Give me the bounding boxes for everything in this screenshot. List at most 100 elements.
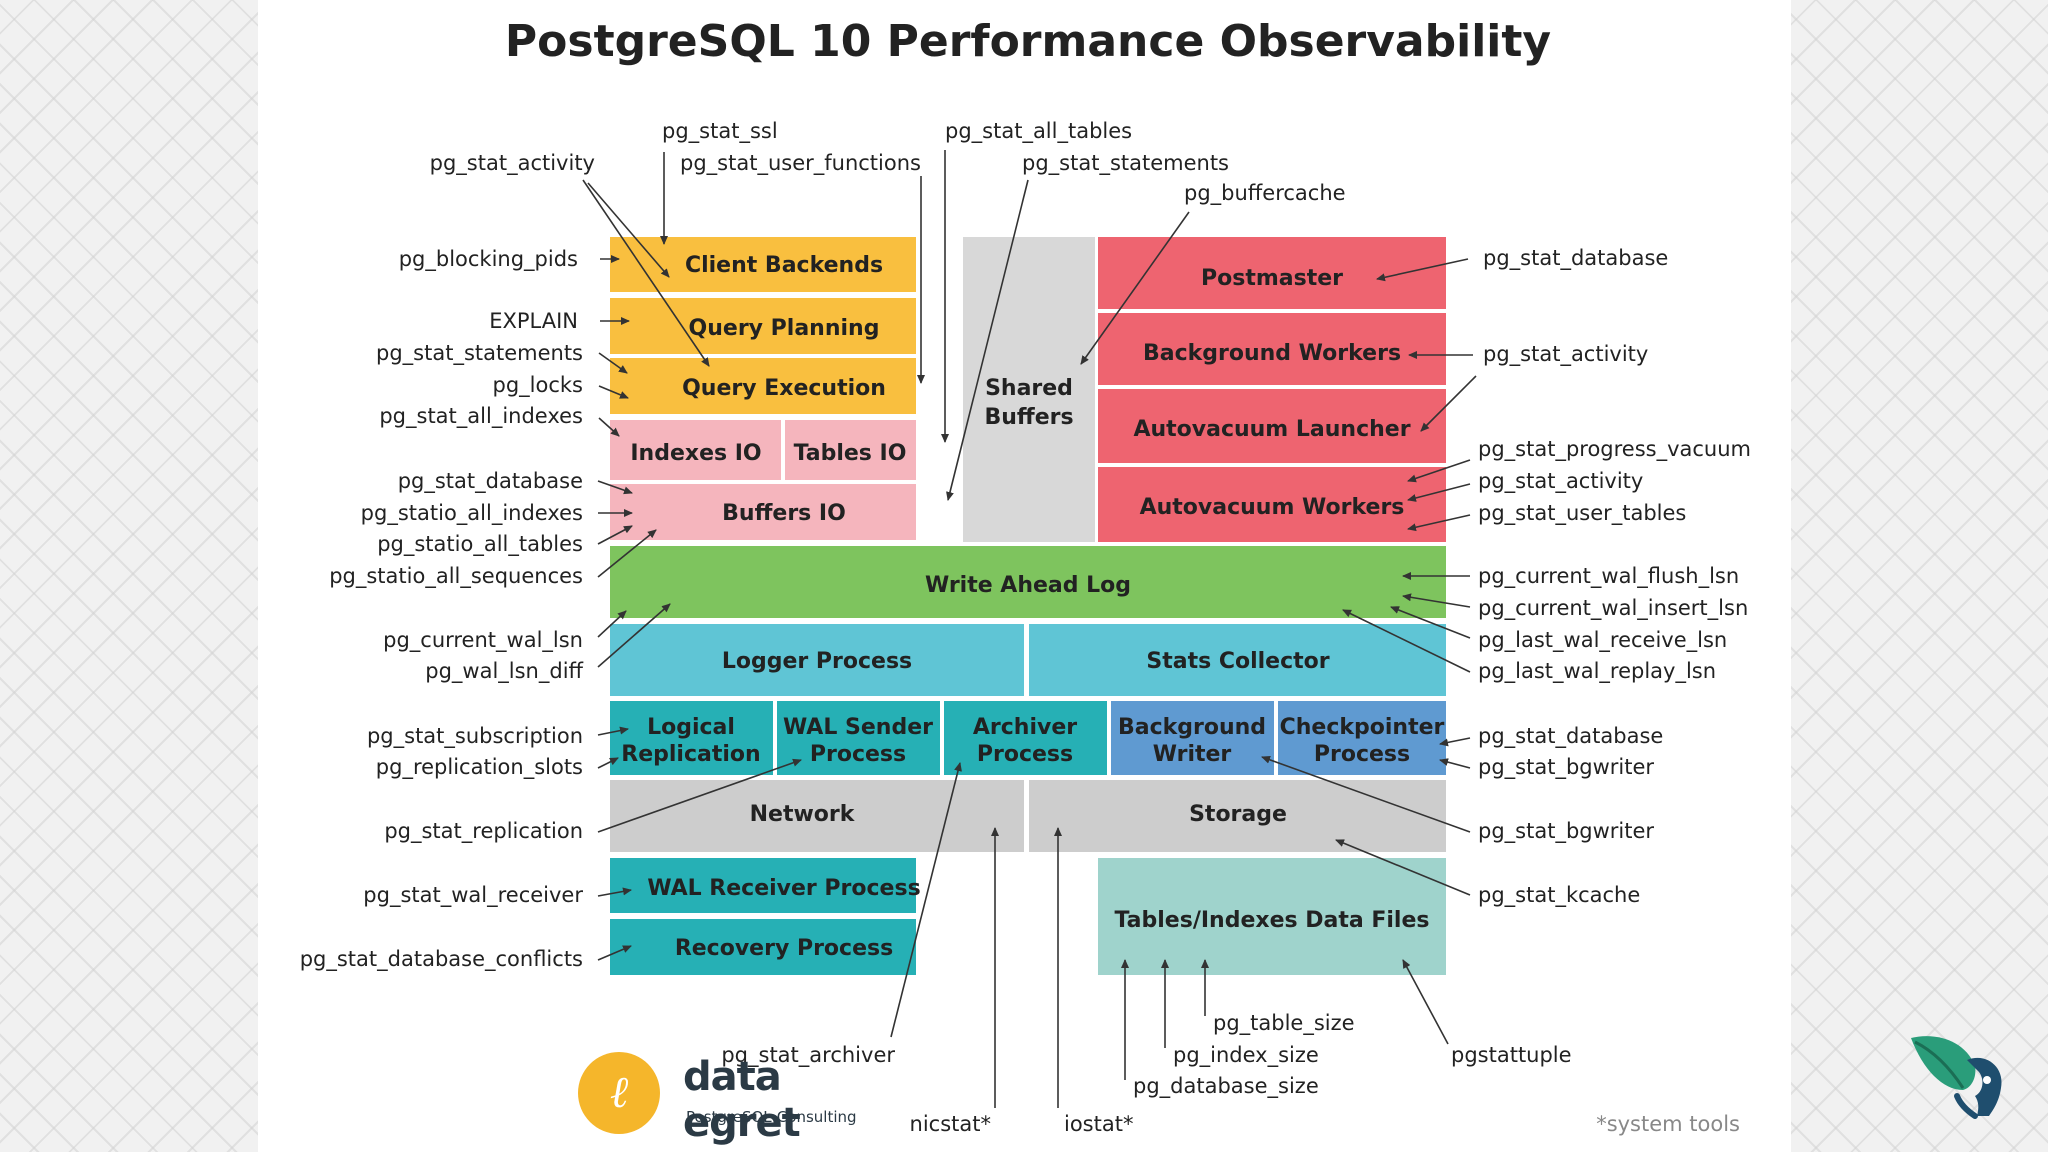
label-right-pg-stat-bgwriter: pg_stat_bgwriter xyxy=(1478,755,1654,780)
block-data-files-label: Tables/Indexes Data Files xyxy=(1115,908,1430,933)
brand-block: ℓ data egret PostgreSQL-Consulting xyxy=(578,1048,898,1146)
block-wal-sender-process: WAL Sender Process xyxy=(777,701,940,775)
label-bottom-iostat: iostat* xyxy=(1064,1112,1133,1136)
brand-subtitle: PostgreSQL-Consulting xyxy=(686,1108,857,1126)
label-bottom-pg-index-size: pg_index_size xyxy=(1173,1043,1319,1068)
block-archiver-process: Archiver Process xyxy=(944,701,1107,775)
block-stats-collector: Stats Collector xyxy=(1029,624,1446,696)
block-wal-sender-label-1: WAL Sender xyxy=(783,715,933,740)
block-query-execution-label: Query Execution xyxy=(682,376,886,401)
block-postmaster: Postmaster xyxy=(1098,237,1446,309)
label-right-pg-last-wal-receive-lsn: pg_last_wal_receive_lsn xyxy=(1478,628,1727,653)
block-background-writer: Background Writer xyxy=(1111,701,1274,775)
label-right-pg-stat-user-tables: pg_stat_user_tables xyxy=(1478,501,1686,526)
label-right-pg-stat-activity-2: pg_stat_activity xyxy=(1478,469,1643,494)
block-query-execution: Query Execution xyxy=(610,358,916,414)
block-recovery-process-label: Recovery Process xyxy=(675,936,893,961)
label-right-pg-stat-database-2: pg_stat_database xyxy=(1478,724,1663,749)
block-write-ahead-log-label: Write Ahead Log xyxy=(925,573,1131,598)
block-logical-replication-label-1: Logical xyxy=(647,715,735,740)
observability-diagram: PostgreSQL 10 Performance Observability … xyxy=(300,16,1751,1136)
label-left-pg-statio-all-tables: pg_statio_all_tables xyxy=(377,532,583,557)
block-logger-process: Logger Process xyxy=(610,624,1024,696)
label-right-pg-stat-bgwriter-2: pg_stat_bgwriter xyxy=(1478,819,1654,844)
label-top-pg-stat-ssl: pg_stat_ssl xyxy=(662,119,778,144)
label-left-pg-stat-statements: pg_stat_statements xyxy=(376,341,583,366)
block-network-label: Network xyxy=(750,802,856,827)
label-right-pg-last-wal-replay-lsn: pg_last_wal_replay_lsn xyxy=(1478,659,1716,684)
label-system-tools-note: *system tools xyxy=(1596,1112,1740,1136)
label-right-pg-stat-database: pg_stat_database xyxy=(1483,246,1668,271)
label-bottom-pg-stat-archiver: pg_stat_archiver xyxy=(721,1043,895,1068)
block-logical-replication: Logical Replication xyxy=(610,701,773,775)
label-left-pg-locks: pg_locks xyxy=(493,373,584,398)
label-left-pg-current-wal-lsn: pg_current_wal_lsn xyxy=(383,628,583,653)
block-archiver-label-2: Process xyxy=(977,742,1073,767)
label-right-pg-stat-progress-vacuum: pg_stat_progress_vacuum xyxy=(1478,437,1751,462)
block-storage-label: Storage xyxy=(1189,802,1287,827)
label-top-pg-stat-activity: pg_stat_activity xyxy=(430,151,595,176)
diagram-card: PostgreSQL 10 Performance Observability … xyxy=(258,0,1791,1152)
data-egret-logo-icon xyxy=(578,1052,660,1134)
label-left-pg-statio-all-sequences: pg_statio_all_sequences xyxy=(329,564,583,589)
label-bottom-pg-database-size: pg_database_size xyxy=(1133,1074,1319,1099)
diagram-title: PostgreSQL 10 Performance Observability xyxy=(505,16,1551,67)
block-wal-sender-label-2: Process xyxy=(810,742,906,767)
block-postmaster-label: Postmaster xyxy=(1201,266,1343,291)
block-autovacuum-workers-label: Autovacuum Workers xyxy=(1140,495,1405,520)
block-recovery-process: Recovery Process xyxy=(610,919,916,975)
block-tables-io: Tables IO xyxy=(785,420,916,480)
block-background-writer-label-1: Background xyxy=(1118,715,1266,740)
block-wal-receiver-process: WAL Receiver Process xyxy=(610,858,921,913)
label-left-pg-wal-lsn-diff: pg_wal_lsn_diff xyxy=(425,659,583,684)
block-query-planning: Query Planning xyxy=(610,298,916,354)
label-left-pg-statio-all-indexes: pg_statio_all_indexes xyxy=(361,501,583,526)
brand-name: data egret xyxy=(683,1054,801,1146)
block-network: Network xyxy=(610,780,1024,852)
block-storage: Storage xyxy=(1029,780,1446,852)
block-indexes-io-label: Indexes IO xyxy=(630,441,761,466)
label-right-pg-current-wal-flush-lsn: pg_current_wal_flush_lsn xyxy=(1478,564,1739,589)
block-data-files: Tables/Indexes Data Files xyxy=(1098,858,1446,975)
block-shared-buffers-label-1: Shared xyxy=(985,376,1073,401)
block-background-workers: Background Workers xyxy=(1098,313,1446,385)
block-logical-replication-label-2: Replication xyxy=(621,742,760,767)
block-shared-buffers-label-2: Buffers xyxy=(984,405,1073,430)
block-autovacuum-launcher: Autovacuum Launcher xyxy=(1098,389,1446,463)
label-bottom-nicstat: nicstat* xyxy=(910,1112,991,1136)
label-left-explain: EXPLAIN xyxy=(489,309,578,333)
connector-arrows xyxy=(582,150,1477,1108)
block-background-writer-label-2: Writer xyxy=(1153,742,1232,767)
block-tables-io-label: Tables IO xyxy=(794,441,907,466)
label-top-pg-buffercache: pg_buffercache xyxy=(1184,181,1346,206)
label-bottom-pg-table-size: pg_table_size xyxy=(1213,1011,1355,1036)
label-top-pg-stat-statements: pg_stat_statements xyxy=(1022,151,1229,176)
block-logger-process-label: Logger Process xyxy=(722,649,912,674)
block-shared-buffers: Shared Buffers xyxy=(963,237,1095,542)
label-right-pg-stat-activity: pg_stat_activity xyxy=(1483,342,1648,367)
block-indexes-io: Indexes IO xyxy=(610,420,781,480)
label-top-pg-stat-all-tables: pg_stat_all_tables xyxy=(945,119,1132,144)
block-autovacuum-launcher-label: Autovacuum Launcher xyxy=(1133,417,1410,442)
block-checkpointer-label-2: Process xyxy=(1314,742,1410,767)
label-left-pg-stat-database: pg_stat_database xyxy=(398,469,583,494)
block-buffers-io: Buffers IO xyxy=(610,484,916,540)
block-query-planning-label: Query Planning xyxy=(689,316,880,341)
label-top-pg-stat-user-functions: pg_stat_user_functions xyxy=(680,151,921,176)
label-right-pg-stat-kcache: pg_stat_kcache xyxy=(1478,883,1640,908)
label-left-pg-stat-database-conflicts: pg_stat_database_conflicts xyxy=(300,947,583,972)
label-left-pg-stat-subscription: pg_stat_subscription xyxy=(367,724,583,749)
block-checkpointer-label-1: Checkpointer xyxy=(1280,715,1445,740)
elephant-leaf-logo-icon xyxy=(1911,1036,2002,1119)
block-archiver-label-1: Archiver xyxy=(973,715,1077,740)
label-left-pg-replication-slots: pg_replication_slots xyxy=(376,755,583,780)
label-left-pg-blocking-pids: pg_blocking_pids xyxy=(399,247,578,272)
label-left-pg-stat-replication: pg_stat_replication xyxy=(384,819,583,844)
block-write-ahead-log: Write Ahead Log xyxy=(610,546,1446,618)
block-background-workers-label: Background Workers xyxy=(1143,341,1401,366)
block-client-backends: Client Backends xyxy=(610,237,916,292)
data-egret-logo-glyph: ℓ xyxy=(609,1067,629,1118)
block-wal-receiver-label: WAL Receiver Process xyxy=(647,876,920,901)
block-client-backends-label: Client Backends xyxy=(685,253,883,278)
label-bottom-pgstattuple: pgstattuple xyxy=(1451,1043,1572,1067)
